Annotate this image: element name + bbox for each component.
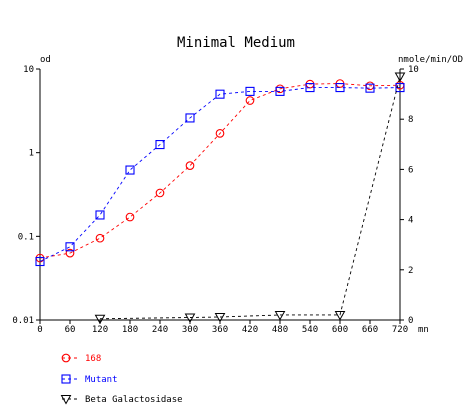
data-point-mutant [95, 210, 105, 220]
right-tick-label: 10 [408, 65, 419, 75]
left-axis-ticks: 0.01 0.1 1 10 [12, 65, 40, 326]
x-tick-label: 600 [332, 325, 348, 335]
legend: 168 Mutant Beta Galactosidase [60, 353, 183, 405]
data-point-beta-galactosidase [94, 314, 106, 325]
left-tick-label: 10 [23, 65, 34, 75]
x-tick-label: 720 [392, 325, 408, 335]
series-168 [35, 79, 405, 263]
data-point-mutant [35, 256, 45, 267]
x-tick-label: 0 [37, 325, 42, 335]
data-point-mutant [305, 83, 315, 93]
right-tick-label: 0 [408, 316, 413, 326]
data-point-168 [215, 129, 225, 138]
x-tick-label: 60 [65, 325, 76, 335]
series-layer [35, 72, 406, 325]
data-point-beta-galactosidase [394, 72, 406, 83]
series-line-mutant [39, 87, 401, 262]
x-axis-ticks: 0 60 120 180 240 300 360 420 480 540 600 660 720 [37, 320, 408, 335]
data-point-beta-galactosidase [274, 310, 286, 321]
data-point-beta-galactosidase [334, 310, 346, 321]
legend-marker [61, 374, 71, 384]
x-tick-label: 420 [242, 325, 258, 335]
series-beta-galactosidase [94, 72, 406, 325]
data-point-mutant [245, 86, 255, 96]
data-point-168 [65, 248, 75, 258]
data-point-mutant [365, 83, 375, 93]
x-axis-title: mn [418, 325, 429, 335]
legend-label: Mutant [85, 375, 118, 385]
left-axis-title: od [40, 55, 51, 65]
legend-marker [61, 353, 71, 363]
legend-marker [60, 395, 72, 405]
data-point-mutant [155, 140, 165, 150]
right-tick-label: 6 [408, 165, 413, 175]
x-tick-label: 540 [302, 325, 318, 335]
data-point-mutant [65, 242, 75, 252]
data-point-mutant [395, 83, 405, 93]
data-point-mutant [185, 113, 195, 123]
x-tick-label: 660 [362, 325, 378, 335]
x-tick-label: 240 [152, 325, 168, 335]
chart-title: Minimal Medium [177, 35, 295, 51]
legend-item-beta-galactosidase: Beta Galactosidase [60, 395, 183, 405]
right-axis-title: nmole/min/OD [398, 55, 463, 65]
legend-item-168: 168 [61, 353, 101, 364]
x-tick-label: 120 [92, 325, 108, 335]
left-tick-label: 1 [29, 149, 34, 159]
legend-item-mutant: Mutant [61, 374, 118, 385]
right-tick-label: 2 [408, 266, 413, 276]
data-point-beta-galactosidase [214, 312, 226, 323]
data-point-mutant [215, 89, 225, 99]
data-point-beta-galactosidase [184, 313, 196, 324]
data-point-168 [155, 188, 165, 198]
data-point-mutant [275, 86, 285, 96]
series-mutant [35, 83, 405, 267]
x-tick-label: 180 [122, 325, 138, 335]
x-tick-label: 360 [212, 325, 228, 335]
data-point-168 [125, 212, 135, 222]
data-point-mutant [125, 165, 135, 175]
right-tick-label: 4 [408, 216, 413, 226]
left-tick-label: 0.1 [18, 232, 34, 242]
series-line-beta-galactosidase [99, 76, 401, 320]
x-tick-label: 300 [182, 325, 198, 335]
x-tick-label: 480 [272, 325, 288, 335]
data-point-168 [245, 96, 255, 105]
left-tick-label: 0.01 [12, 316, 34, 326]
data-point-168 [95, 233, 105, 243]
legend-label: Beta Galactosidase [85, 395, 183, 405]
data-point-168 [185, 161, 195, 170]
series-line-168 [39, 83, 401, 259]
data-point-mutant [335, 83, 345, 93]
legend-label: 168 [85, 354, 101, 364]
right-tick-label: 8 [408, 115, 413, 125]
right-axis-ticks: 0 2 4 6 8 10 [400, 65, 419, 326]
